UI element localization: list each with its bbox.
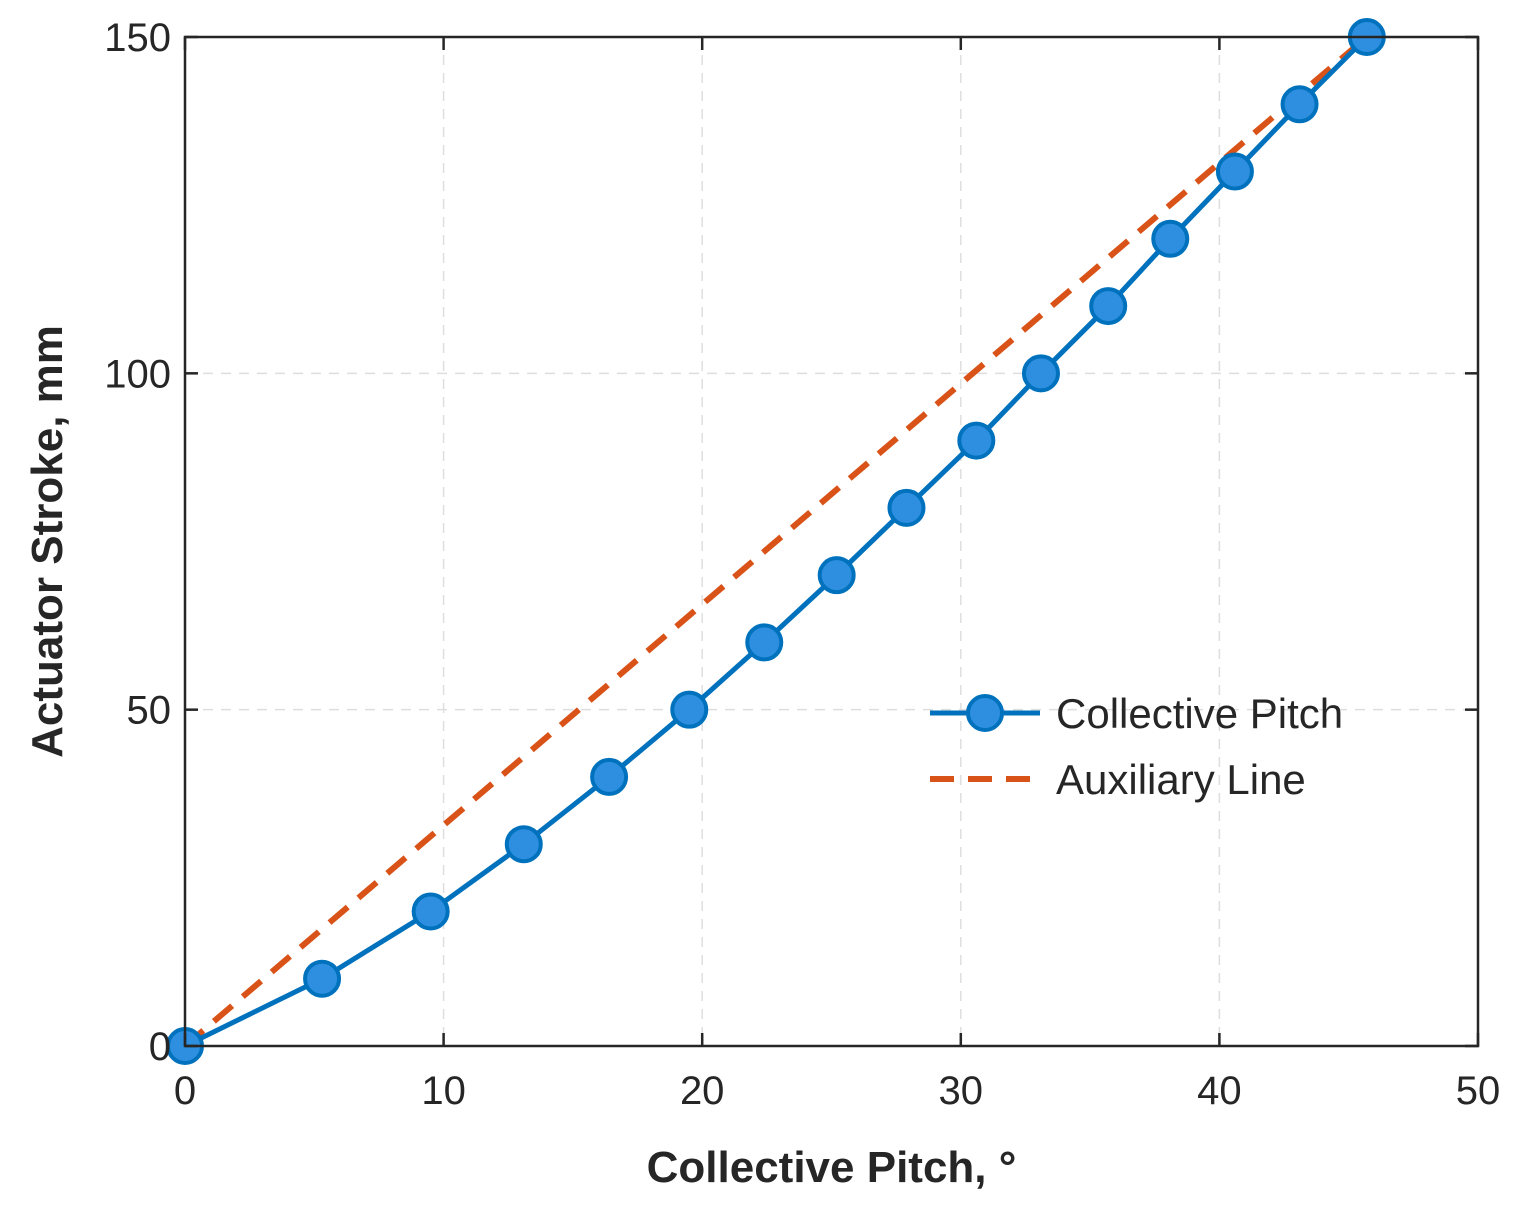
data-point [745, 623, 784, 662]
data-point [670, 690, 709, 729]
grid-lines [185, 37, 1478, 1046]
plot-area-frame [183, 35, 1480, 1048]
y-axis-title: Actuator Stroke, mm [23, 325, 72, 758]
data-point [1280, 85, 1319, 124]
y-axis-tick-labels: 0 50 100 150 [104, 16, 171, 1069]
y-tick-label: 100 [104, 352, 171, 396]
data-point [1151, 219, 1190, 258]
data-point [817, 556, 856, 595]
data-point [411, 892, 450, 931]
x-tick-label: 20 [680, 1069, 725, 1113]
data-point [957, 421, 996, 460]
data-point [1021, 354, 1060, 393]
data-point [303, 959, 342, 998]
data-point [1089, 287, 1128, 326]
legend-marker-collective-pitch [966, 694, 1004, 732]
auxiliary-line [183, 34, 1369, 1049]
auxiliary-line-series [183, 34, 1369, 1049]
x-axis-tick-labels: 0 10 20 30 40 50 [174, 1069, 1500, 1113]
x-tick-label: 10 [421, 1069, 466, 1113]
data-point [504, 825, 543, 864]
data-point [1215, 152, 1254, 191]
x-tick-label: 0 [174, 1069, 196, 1113]
data-point [590, 757, 629, 796]
y-tick-label: 0 [149, 1025, 171, 1069]
data-point [887, 488, 926, 527]
legend-label-collective-pitch: Collective Pitch [1056, 690, 1343, 737]
x-axis-title: Collective Pitch, ° [647, 1143, 1017, 1192]
collective-pitch-series [166, 18, 1386, 1065]
collective-pitch-line [183, 35, 1369, 1049]
legend: Collective Pitch Auxiliary Line [930, 690, 1343, 803]
y-tick-label: 150 [104, 16, 171, 60]
x-tick-label: 40 [1197, 1069, 1242, 1113]
legend-label-auxiliary-line: Auxiliary Line [1056, 756, 1306, 803]
x-tick-label: 50 [1456, 1069, 1501, 1113]
x-tick-label: 30 [939, 1069, 984, 1113]
axis-ticks [183, 35, 1480, 1048]
y-tick-label: 50 [127, 689, 172, 733]
